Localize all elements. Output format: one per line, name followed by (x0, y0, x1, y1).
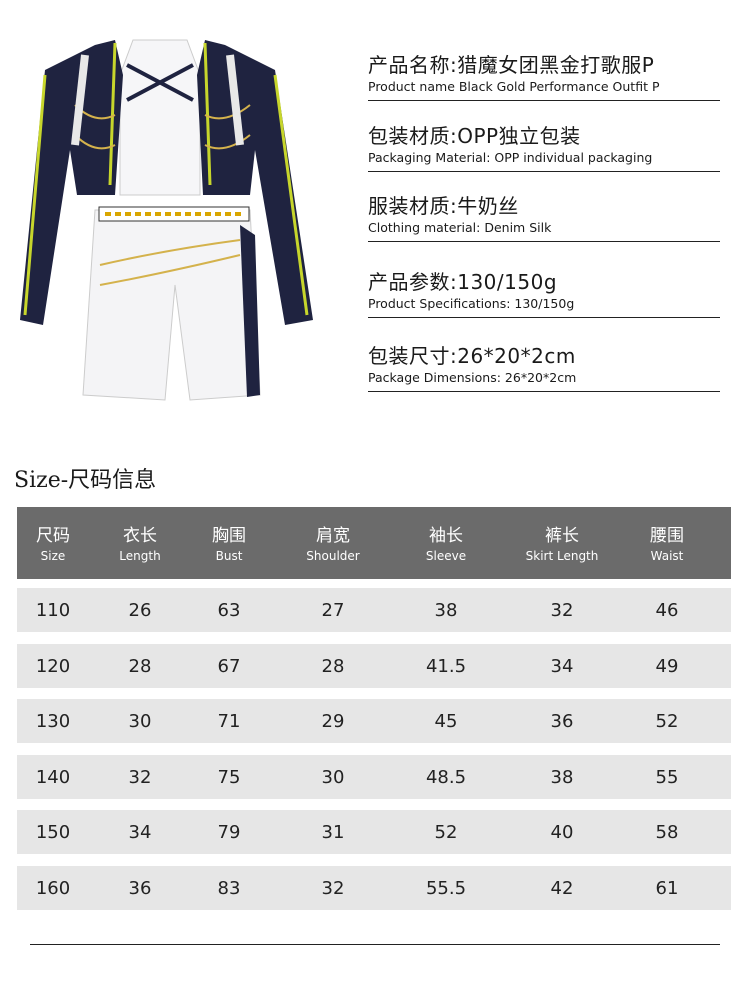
table-cell: 32 (128, 767, 152, 788)
size-table-header: 尺码 Size 衣长 Length 胸围 Bust 肩宽 Shoulder 袖长 Sleeve 裤长… (17, 507, 731, 579)
table-row: 130 30 71 29 45 36 52 (17, 699, 731, 743)
table-cell: 36 (550, 711, 574, 732)
table-cell: 26 (128, 600, 152, 621)
table-cell: 40 (550, 822, 574, 843)
table-cell: 42 (550, 878, 574, 899)
spec-cn: 产品名称:猎魔女团黑金打歌服P (368, 53, 655, 77)
table-cell: 32 (321, 878, 345, 899)
table-cell: 120 (35, 656, 71, 677)
table-cell: 79 (217, 822, 241, 843)
table-cell: 27 (321, 600, 345, 621)
table-cell: 150 (35, 822, 71, 843)
table-cell: 71 (217, 711, 241, 732)
column-header-en: Shoulder (306, 549, 360, 563)
table-cell: 38 (550, 767, 574, 788)
spec-packaging-material: 包装材质:OPP独立包装 Packaging Material: OPP ind… (368, 123, 720, 172)
column-header-en: Size (40, 549, 66, 563)
table-row: 110 26 63 27 38 32 46 (17, 588, 731, 632)
table-row: 160 36 83 32 55.5 42 61 (17, 866, 731, 910)
table-cell: 30 (321, 767, 345, 788)
table-cell: 46 (655, 600, 679, 621)
table-row: 150 34 79 31 52 40 58 (17, 810, 731, 854)
table-cell: 67 (217, 656, 241, 677)
table-row: 140 32 75 30 48.5 38 55 (17, 755, 731, 799)
spec-product-name: 产品名称:猎魔女团黑金打歌服P Product name Black Gold … (368, 52, 720, 101)
table-cell: 55 (655, 767, 679, 788)
table-row: 120 28 67 28 41.5 34 49 (17, 644, 731, 688)
spec-en: Package Dimensions: 26*20*2cm (368, 370, 577, 385)
spec-product-specifications: 产品参数:130/150g Product Specifications: 13… (368, 269, 720, 318)
column-header-en: Sleeve (425, 549, 467, 563)
table-cell: 45 (434, 711, 458, 732)
column-header-cn: 裤长 (545, 526, 579, 546)
table-cell: 83 (217, 878, 241, 899)
column-header-en: Bust (215, 549, 243, 563)
table-cell: 160 (35, 878, 71, 899)
product-outfit-image (20, 39, 313, 401)
table-cell: 32 (550, 600, 574, 621)
spec-cn: 包装材质:OPP独立包装 (368, 124, 581, 148)
table-cell: 36 (128, 878, 152, 899)
column-header-cn: 胸围 (212, 526, 246, 546)
table-cell: 49 (655, 656, 679, 677)
table-cell: 30 (128, 711, 152, 732)
table-cell: 34 (128, 822, 152, 843)
spec-cn: 服装材质:牛奶丝 (368, 194, 519, 218)
spec-clothing-material: 服装材质:牛奶丝 Clothing material: Denim Silk (368, 193, 720, 242)
table-cell: 38 (434, 600, 458, 621)
spec-en: Clothing material: Denim Silk (368, 220, 552, 235)
table-cell: 140 (35, 767, 71, 788)
spec-cn: 产品参数:130/150g (368, 270, 558, 294)
column-header-cn: 腰围 (650, 526, 684, 546)
table-cell: 61 (655, 878, 679, 899)
table-cell: 63 (217, 600, 241, 621)
spec-en: Product Specifications: 130/150g (368, 296, 575, 311)
table-cell: 28 (321, 656, 345, 677)
table-cell: 58 (655, 822, 679, 843)
spec-en: Product name Black Gold Performance Outf… (368, 79, 660, 94)
table-cell: 31 (321, 822, 345, 843)
column-header-en: Waist (650, 549, 684, 563)
table-cell: 52 (434, 822, 458, 843)
table-cell: 110 (35, 600, 71, 621)
column-header-cn: 尺码 (36, 526, 70, 546)
table-cell: 34 (550, 656, 574, 677)
spec-cn: 包装尺寸:26*20*2cm (368, 344, 576, 368)
column-header-cn: 衣长 (123, 526, 157, 546)
table-cell: 48.5 (425, 767, 467, 788)
column-header-cn: 肩宽 (316, 526, 350, 546)
column-header-en: Length (119, 549, 161, 563)
table-cell: 52 (655, 711, 679, 732)
table-cell: 29 (321, 711, 345, 732)
table-cell: 55.5 (425, 878, 467, 899)
column-header-cn: 袖长 (429, 526, 463, 546)
divider (30, 944, 720, 945)
table-cell: 75 (217, 767, 241, 788)
column-header-en: Skirt Length (525, 549, 599, 563)
spec-en: Packaging Material: OPP individual packa… (368, 150, 653, 165)
spec-package-dimensions: 包装尺寸:26*20*2cm Package Dimensions: 26*20… (368, 343, 720, 392)
table-cell: 130 (35, 711, 71, 732)
size-table-title: Size-尺码信息 (14, 468, 157, 493)
table-cell: 28 (128, 656, 152, 677)
table-cell: 41.5 (425, 656, 467, 677)
